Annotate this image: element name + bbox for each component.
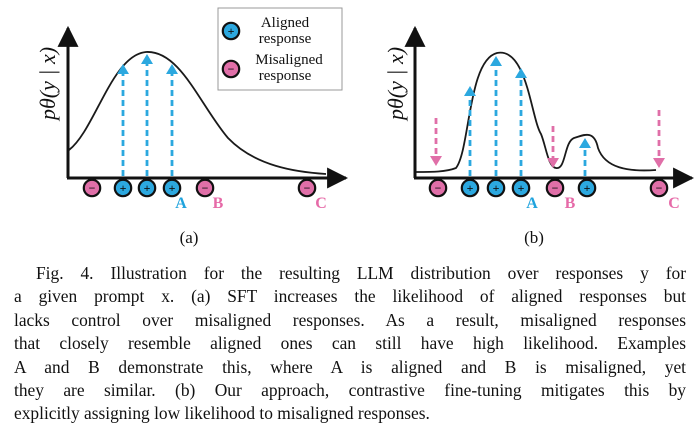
figure-caption: Fig. 4. Illustration for the resulting L… xyxy=(14,262,686,426)
legend-aligned-icon: + xyxy=(221,21,241,41)
panel-a-aligned-arrows xyxy=(117,54,178,176)
panel-a-distribution-curve xyxy=(68,51,327,175)
panel-a-label-C: C xyxy=(315,195,327,212)
misaligned-response-icon: − xyxy=(195,178,215,198)
aligned-response-icon: + xyxy=(460,178,480,198)
aligned-response-icon: + xyxy=(511,178,531,198)
svg-text:−: − xyxy=(656,181,663,195)
legend-misaligned-line1: Misaligned xyxy=(255,52,323,68)
caption-line: they are similar. (b) Our approach, cont… xyxy=(14,379,686,400)
figure: pθ(y | x) − + + + − − A B C (a) + − Aligned r… xyxy=(35,7,695,247)
svg-text:−: − xyxy=(552,181,559,195)
svg-text:+: + xyxy=(228,24,235,38)
panel-b-misaligned-arrow xyxy=(653,110,665,168)
legend-misaligned-line2: response xyxy=(259,68,312,84)
misaligned-response-icon: − xyxy=(82,178,102,198)
panel-a-label-A: A xyxy=(175,195,187,212)
svg-text:+: + xyxy=(518,181,525,195)
panel-b: pθ(y | x) − + + + − + − A B C (b) xyxy=(383,25,695,247)
panel-b-distribution-curve xyxy=(415,52,657,173)
aligned-response-icon: + xyxy=(162,178,182,198)
panel-a-points: − + + + − − xyxy=(82,178,317,198)
misaligned-response-icon: − xyxy=(297,178,317,198)
svg-text:+: + xyxy=(169,181,176,195)
panel-b-misaligned-arrow xyxy=(430,118,442,166)
svg-text:+: + xyxy=(144,181,151,195)
svg-text:−: − xyxy=(202,181,209,195)
svg-text:+: + xyxy=(584,181,591,195)
svg-text:−: − xyxy=(435,181,442,195)
svg-text:−: − xyxy=(304,181,311,195)
legend-aligned-line2: response xyxy=(259,31,312,47)
caption-line: that closely resemble aligned ones can s… xyxy=(14,333,686,354)
aligned-response-icon: + xyxy=(137,178,157,198)
panel-a-y-axis-label: pθ(y | x) xyxy=(35,47,60,122)
misaligned-response-icon: − xyxy=(428,178,448,198)
panel-b-misaligned-arrow xyxy=(547,126,559,168)
panel-a-label-B: B xyxy=(213,195,224,212)
panel-a-aligned-arrow xyxy=(117,64,129,176)
panel-a: pθ(y | x) − + + + − − A B C (a) xyxy=(35,25,349,247)
panel-a-aligned-arrow xyxy=(141,54,153,176)
panel-b-caption-label: (b) xyxy=(524,228,544,247)
caption-line: lacks control over misaligned responses.… xyxy=(14,309,686,330)
panel-b-label-C: C xyxy=(668,195,680,212)
aligned-response-icon: + xyxy=(486,178,506,198)
legend-box xyxy=(217,7,343,91)
svg-text:+: + xyxy=(120,181,127,195)
legend-misaligned-icon: − xyxy=(221,59,241,79)
misaligned-response-icon: − xyxy=(545,178,565,198)
legend-misaligned-marker: − xyxy=(221,59,241,79)
panel-b-aligned-arrow xyxy=(579,138,591,176)
svg-text:+: + xyxy=(467,181,474,195)
panel-a-caption-label: (a) xyxy=(180,228,199,247)
panel-b-label-A: A xyxy=(526,195,538,212)
legend: + − Aligned response Misaligned response xyxy=(217,7,343,91)
svg-text:+: + xyxy=(493,181,500,195)
panel-b-y-axis-label: pθ(y | x) xyxy=(383,47,408,122)
panel-b-aligned-arrow xyxy=(515,68,527,176)
panel-b-aligned-arrow xyxy=(490,56,502,176)
svg-text:−: − xyxy=(89,181,96,195)
aligned-response-icon: + xyxy=(113,178,133,198)
aligned-response-icon: + xyxy=(577,178,597,198)
panel-b-aligned-arrows xyxy=(464,56,591,176)
caption-line: A and B demonstrate this, where A is ali… xyxy=(14,356,686,377)
panel-b-points: − + + + − + − xyxy=(428,178,669,198)
panel-b-label-B: B xyxy=(565,195,576,212)
panel-b-aligned-arrow xyxy=(464,86,476,176)
svg-text:−: − xyxy=(228,62,235,76)
caption-line: Fig. 4. Illustration for the resulting L… xyxy=(36,263,686,283)
panel-b-misaligned-arrows xyxy=(430,110,665,168)
misaligned-response-icon: − xyxy=(649,178,669,198)
caption-line: a given prompt x. (a) SFT increases the … xyxy=(14,286,686,307)
legend-aligned-line1: Aligned xyxy=(261,15,310,31)
legend-aligned-marker: + xyxy=(221,21,241,41)
caption-line: explicitly assigning low likelihood to m… xyxy=(14,403,430,424)
panel-a-aligned-arrow xyxy=(166,64,178,176)
